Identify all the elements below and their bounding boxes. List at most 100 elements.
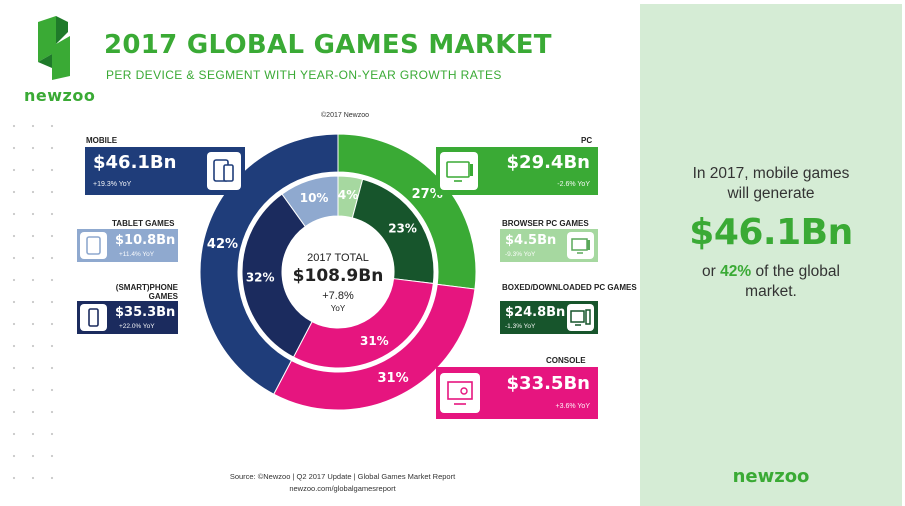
mobile-growth: +19.3% YoY: [93, 181, 132, 188]
monitor-icon: [440, 152, 478, 190]
newzoo-logo-icon: [38, 16, 70, 80]
grid-dot: [12, 278, 16, 282]
browser-box: $4.5Bn -9.3% YoY: [500, 229, 598, 262]
center-total-label: 2017 TOTAL: [307, 252, 369, 264]
pc-growth: -2.6% YoY: [557, 181, 590, 188]
boxed-label: BOXED/DOWNLOADED PC GAMES: [502, 283, 637, 292]
grid-dot: [31, 300, 35, 304]
grid-dot: [50, 322, 54, 326]
inner-label-tablet-games: 10%: [300, 191, 329, 205]
grid-dot: [12, 168, 16, 172]
center-growth-unit: YoY: [330, 304, 346, 313]
grid-dot: [31, 146, 35, 150]
grid-dot: [31, 322, 35, 326]
panel-line-3-pre: or: [702, 263, 716, 280]
grid-dot: [50, 146, 54, 150]
panel-line-3-post: of the global: [755, 263, 840, 280]
grid-dot: [50, 256, 54, 260]
console-value: $33.5Bn: [506, 373, 590, 394]
grid-dot: [31, 454, 35, 458]
copyright-note: ©2017 Newzoo: [321, 112, 369, 119]
inner-label-console: 31%: [360, 334, 389, 348]
grid-dot: [31, 124, 35, 128]
grid-dot: [31, 168, 35, 172]
grid-dot: [12, 366, 16, 370]
grid-dot: [31, 256, 35, 260]
grid-dot: [31, 410, 35, 414]
grid-dot: [31, 476, 35, 480]
inner-label-browser-pc-games: 4%: [338, 188, 358, 202]
phone-growth: +22.0% YoY: [119, 323, 155, 330]
grid-dot: [50, 476, 54, 480]
browser-icon: [567, 232, 594, 259]
grid-dot: [12, 432, 16, 436]
grid-dot: [12, 410, 16, 414]
grid-dot: [12, 146, 16, 150]
panel-line-4: market.: [745, 283, 797, 300]
grid-dot: [50, 388, 54, 392]
phone-icon: [80, 304, 107, 331]
center-growth: +7.8%: [322, 290, 354, 302]
grid-dot: [50, 212, 54, 216]
browser-growth: -9.3% YoY: [505, 251, 536, 258]
browser-value: $4.5Bn: [505, 233, 557, 248]
grid-dot: [31, 344, 35, 348]
console-box: $33.5Bn +3.6% YoY: [436, 367, 598, 419]
grid-dot: [50, 300, 54, 304]
outer-slice-mobile: [199, 133, 339, 395]
source-line: Source: ©Newzoo | Q2 2017 Update | Globa…: [229, 472, 456, 481]
grid-dot: [12, 344, 16, 348]
grid-dot: [12, 234, 16, 238]
pc-value: $29.4Bn: [506, 152, 590, 173]
outer-label-console: 31%: [378, 371, 409, 386]
boxed-box: $24.8Bn -1.3% YoY: [500, 301, 598, 334]
grid-dot: [12, 322, 16, 326]
page-subtitle: PER DEVICE & SEGMENT WITH YEAR-ON-YEAR G…: [106, 68, 502, 82]
grid-dot: [50, 190, 54, 194]
grid-dot: [31, 432, 35, 436]
console-growth: +3.6% YoY: [555, 403, 590, 410]
tablet-icon: [80, 232, 107, 259]
summary-panel: In 2017, mobile games will generate $46.…: [640, 4, 902, 506]
brand-name: newzoo: [24, 86, 96, 105]
panel-line-1: In 2017, mobile games: [692, 165, 850, 182]
source-url: newzoo.com/globalgamesreport: [289, 484, 396, 493]
grid-dot: [12, 190, 16, 194]
tablet-growth: +11.4% YoY: [119, 251, 155, 258]
tablet-box: $10.8Bn +11.4% YoY: [77, 229, 178, 262]
grid-dot: [12, 454, 16, 458]
inner-label-boxed-downloaded-pc-games: 23%: [388, 221, 417, 235]
grid-dot: [50, 454, 54, 458]
phone-box: $35.3Bn +22.0% YoY: [77, 301, 178, 334]
pc-tower-icon: [567, 304, 594, 331]
phone-label: (SMART)PHONE GAMES: [115, 283, 178, 301]
phone-value: $35.3Bn: [115, 305, 176, 320]
grid-dot: [50, 432, 54, 436]
center-total-value: $108.9Bn: [292, 266, 384, 286]
grid-dot: [50, 234, 54, 238]
panel-line-3-pct: 42%: [720, 263, 752, 280]
mobile-label: MOBILE: [86, 136, 118, 145]
tablet-phone-icon: [207, 152, 241, 190]
tablet-value: $10.8Bn: [115, 233, 176, 248]
mobile-value: $46.1Bn: [93, 152, 177, 173]
mobile-box: $46.1Bn +19.3% YoY: [85, 147, 245, 195]
grid-dot: [50, 344, 54, 348]
tv-console-icon: [440, 373, 480, 413]
boxed-value: $24.8Bn: [505, 305, 566, 320]
grid-dot: [31, 278, 35, 282]
browser-label: BROWSER PC GAMES: [502, 219, 589, 228]
boxed-growth: -1.3% YoY: [505, 323, 536, 330]
grid-dot: [50, 168, 54, 172]
donut-center: [282, 216, 394, 328]
outer-label-mobile: 42%: [207, 237, 238, 252]
pc-label: PC: [581, 136, 593, 145]
grid-dot: [50, 366, 54, 370]
pc-box: $29.4Bn -2.6% YoY: [436, 147, 598, 195]
grid-dot: [50, 124, 54, 128]
grid-dot: [31, 190, 35, 194]
grid-dot: [12, 212, 16, 216]
